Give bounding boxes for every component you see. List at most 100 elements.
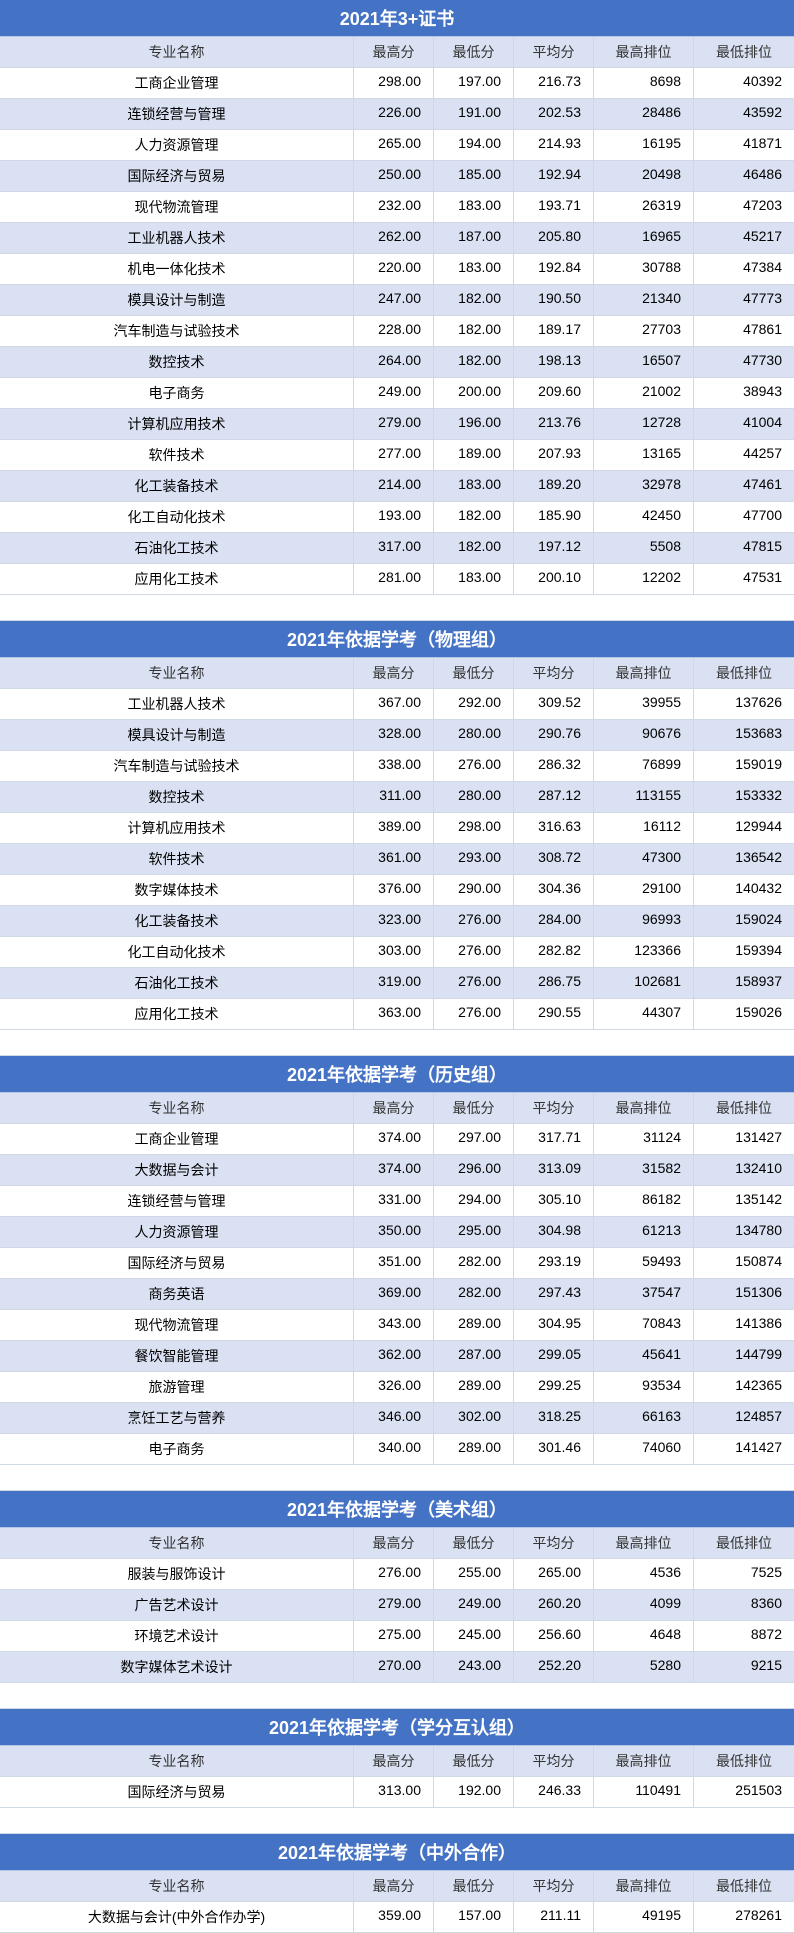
cell-min: 182.00 bbox=[434, 285, 514, 315]
cell-high-rank: 59493 bbox=[594, 1248, 694, 1278]
cell-name: 机电一体化技术 bbox=[0, 254, 354, 284]
section-title: 2021年3+证书 bbox=[0, 0, 794, 37]
cell-low-rank: 38943 bbox=[694, 378, 794, 408]
cell-max: 376.00 bbox=[354, 875, 434, 905]
cell-name: 环境艺术设计 bbox=[0, 1621, 354, 1651]
cell-name: 应用化工技术 bbox=[0, 564, 354, 594]
cell-avg: 198.13 bbox=[514, 347, 594, 377]
col-header-avg: 平均分 bbox=[514, 1746, 594, 1776]
cell-max: 313.00 bbox=[354, 1777, 434, 1807]
cell-low-rank: 159019 bbox=[694, 751, 794, 781]
cell-max: 265.00 bbox=[354, 130, 434, 160]
cell-max: 328.00 bbox=[354, 720, 434, 750]
cell-min: 182.00 bbox=[434, 316, 514, 346]
cell-low-rank: 251503 bbox=[694, 1777, 794, 1807]
cell-high-rank: 66163 bbox=[594, 1403, 694, 1433]
cell-min: 183.00 bbox=[434, 192, 514, 222]
cell-max: 281.00 bbox=[354, 564, 434, 594]
table-row: 服装与服饰设计276.00255.00265.0045367525 bbox=[0, 1559, 794, 1590]
cell-name: 电子商务 bbox=[0, 378, 354, 408]
cell-high-rank: 123366 bbox=[594, 937, 694, 967]
cell-max: 326.00 bbox=[354, 1372, 434, 1402]
table-row: 大数据与会计(中外合作办学)359.00157.00211.1149195278… bbox=[0, 1902, 794, 1933]
table-row: 电子商务340.00289.00301.4674060141427 bbox=[0, 1434, 794, 1465]
cell-avg: 189.17 bbox=[514, 316, 594, 346]
table-row: 石油化工技术317.00182.00197.12550847815 bbox=[0, 533, 794, 564]
cell-high-rank: 28486 bbox=[594, 99, 694, 129]
cell-high-rank: 49195 bbox=[594, 1902, 694, 1932]
table-row: 旅游管理326.00289.00299.2593534142365 bbox=[0, 1372, 794, 1403]
table-row: 工业机器人技术367.00292.00309.5239955137626 bbox=[0, 689, 794, 720]
cell-max: 346.00 bbox=[354, 1403, 434, 1433]
cell-high-rank: 16965 bbox=[594, 223, 694, 253]
cell-min: 289.00 bbox=[434, 1434, 514, 1464]
cell-name: 数字媒体技术 bbox=[0, 875, 354, 905]
cell-high-rank: 47300 bbox=[594, 844, 694, 874]
table-row: 广告艺术设计279.00249.00260.2040998360 bbox=[0, 1590, 794, 1621]
cell-low-rank: 135142 bbox=[694, 1186, 794, 1216]
table-row: 化工自动化技术303.00276.00282.82123366159394 bbox=[0, 937, 794, 968]
cell-name: 软件技术 bbox=[0, 440, 354, 470]
cell-min: 295.00 bbox=[434, 1217, 514, 1247]
cell-min: 276.00 bbox=[434, 968, 514, 998]
cell-min: 289.00 bbox=[434, 1310, 514, 1340]
cell-name: 应用化工技术 bbox=[0, 999, 354, 1029]
cell-max: 361.00 bbox=[354, 844, 434, 874]
cell-low-rank: 43592 bbox=[694, 99, 794, 129]
cell-name: 人力资源管理 bbox=[0, 130, 354, 160]
cell-min: 293.00 bbox=[434, 844, 514, 874]
cell-high-rank: 31582 bbox=[594, 1155, 694, 1185]
cell-min: 298.00 bbox=[434, 813, 514, 843]
cell-high-rank: 26319 bbox=[594, 192, 694, 222]
cell-min: 183.00 bbox=[434, 471, 514, 501]
spacer-row bbox=[0, 1030, 794, 1056]
cell-min: 182.00 bbox=[434, 347, 514, 377]
cell-avg: 214.93 bbox=[514, 130, 594, 160]
cell-max: 343.00 bbox=[354, 1310, 434, 1340]
cell-avg: 202.53 bbox=[514, 99, 594, 129]
col-header-max: 最高分 bbox=[354, 1871, 434, 1901]
cell-high-rank: 21002 bbox=[594, 378, 694, 408]
cell-low-rank: 144799 bbox=[694, 1341, 794, 1371]
cell-min: 294.00 bbox=[434, 1186, 514, 1216]
table-row: 模具设计与制造328.00280.00290.7690676153683 bbox=[0, 720, 794, 751]
cell-high-rank: 90676 bbox=[594, 720, 694, 750]
cell-name: 现代物流管理 bbox=[0, 1310, 354, 1340]
table-row: 石油化工技术319.00276.00286.75102681158937 bbox=[0, 968, 794, 999]
table-row: 汽车制造与试验技术228.00182.00189.172770347861 bbox=[0, 316, 794, 347]
cell-max: 351.00 bbox=[354, 1248, 434, 1278]
cell-low-rank: 47815 bbox=[694, 533, 794, 563]
cell-name: 旅游管理 bbox=[0, 1372, 354, 1402]
cell-low-rank: 150874 bbox=[694, 1248, 794, 1278]
table-row: 电子商务249.00200.00209.602100238943 bbox=[0, 378, 794, 409]
cell-high-rank: 16507 bbox=[594, 347, 694, 377]
table-row: 数字媒体艺术设计270.00243.00252.2052809215 bbox=[0, 1652, 794, 1683]
col-header-name: 专业名称 bbox=[0, 37, 354, 67]
cell-low-rank: 142365 bbox=[694, 1372, 794, 1402]
cell-min: 185.00 bbox=[434, 161, 514, 191]
cell-name: 餐饮智能管理 bbox=[0, 1341, 354, 1371]
col-header-min: 最低分 bbox=[434, 1871, 514, 1901]
table-section: 2021年3+证书专业名称最高分最低分平均分最高排位最低排位工商企业管理298.… bbox=[0, 0, 794, 621]
col-header-high-rank: 最高排位 bbox=[594, 1528, 694, 1558]
section-title: 2021年依据学考（学分互认组） bbox=[0, 1709, 794, 1746]
table-section: 2021年依据学考（历史组）专业名称最高分最低分平均分最高排位最低排位工商企业管… bbox=[0, 1056, 794, 1491]
cell-low-rank: 40392 bbox=[694, 68, 794, 98]
cell-high-rank: 86182 bbox=[594, 1186, 694, 1216]
cell-avg: 317.71 bbox=[514, 1124, 594, 1154]
table-row: 应用化工技术281.00183.00200.101220247531 bbox=[0, 564, 794, 595]
table-row: 软件技术277.00189.00207.931316544257 bbox=[0, 440, 794, 471]
col-header-name: 专业名称 bbox=[0, 1528, 354, 1558]
table-row: 机电一体化技术220.00183.00192.843078847384 bbox=[0, 254, 794, 285]
col-header-low-rank: 最低排位 bbox=[694, 1746, 794, 1776]
cell-avg: 260.20 bbox=[514, 1590, 594, 1620]
col-header-name: 专业名称 bbox=[0, 1871, 354, 1901]
cell-max: 193.00 bbox=[354, 502, 434, 532]
cell-high-rank: 13165 bbox=[594, 440, 694, 470]
table-header: 专业名称最高分最低分平均分最高排位最低排位 bbox=[0, 37, 794, 68]
cell-avg: 301.46 bbox=[514, 1434, 594, 1464]
cell-high-rank: 61213 bbox=[594, 1217, 694, 1247]
table-header: 专业名称最高分最低分平均分最高排位最低排位 bbox=[0, 1528, 794, 1559]
table-row: 连锁经营与管理226.00191.00202.532848643592 bbox=[0, 99, 794, 130]
cell-high-rank: 5508 bbox=[594, 533, 694, 563]
